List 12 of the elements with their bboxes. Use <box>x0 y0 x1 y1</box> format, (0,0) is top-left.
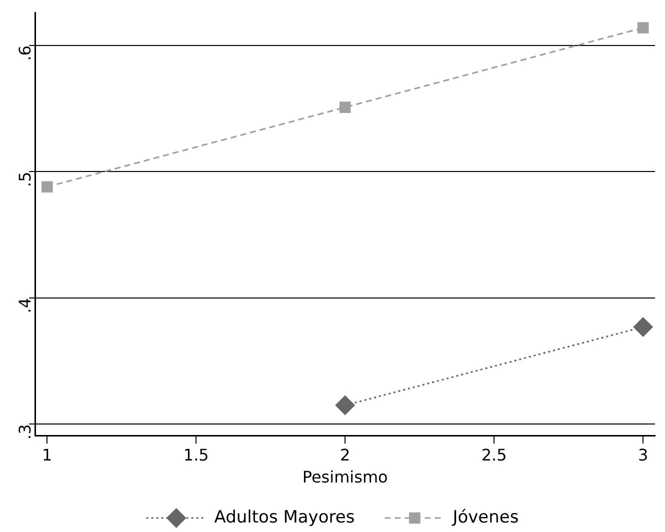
x-tick-label: 1 <box>42 445 52 464</box>
y-tick-label: .5 <box>15 172 34 187</box>
x-tick-label: 1.5 <box>183 445 209 464</box>
legend-label: Adultos Mayores <box>214 507 355 528</box>
x-tick-label: 2 <box>340 445 350 464</box>
y-tick-label: .6 <box>15 45 34 61</box>
legend-label: Jóvenes <box>452 507 519 528</box>
y-tick-label: .3 <box>15 424 34 440</box>
y-tick-label: .4 <box>15 298 34 314</box>
x-tick-label: 3 <box>638 445 648 464</box>
x-tick-label: 2.5 <box>481 445 507 464</box>
x-axis-title: Pesimismo <box>302 468 388 487</box>
